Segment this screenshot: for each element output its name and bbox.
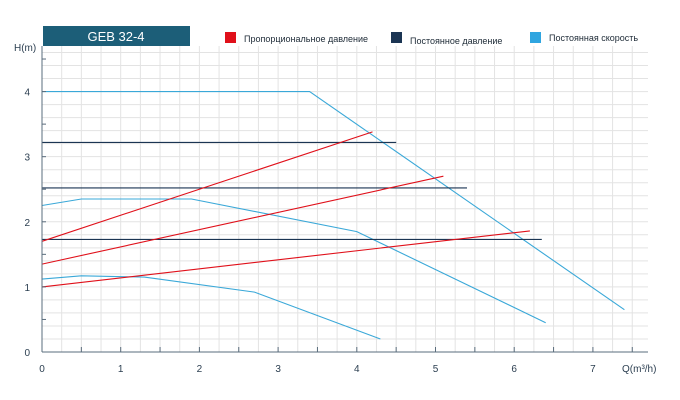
series-line-speed-2: [41, 275, 381, 340]
legend-swatch-constant-speed: [530, 32, 541, 43]
tick-labels: 0 1 2 3 4 5 6 7 0 1 2 3 4: [24, 88, 596, 375]
y-tick-label: 4: [24, 88, 30, 99]
y-tick-label: 1: [24, 283, 30, 294]
x-tick-label: 2: [197, 364, 203, 375]
series-line-speed-0: [42, 91, 625, 311]
x-tick-label: 7: [590, 364, 596, 375]
legend-label-constant-pressure: Постоянное давление: [410, 36, 502, 46]
chart-title: GEB 32-4: [87, 29, 144, 44]
grid: [41, 46, 648, 353]
legend-swatch-constant-pressure: [391, 32, 402, 43]
legend: Пропорциональное давление Постоянное дав…: [225, 32, 638, 46]
legend-swatch-proportional: [225, 32, 236, 43]
y-tick-label: 3: [24, 153, 30, 164]
chart-title-box: GEB 32-4: [43, 26, 190, 46]
x-tick-label: 6: [511, 364, 517, 375]
series-line-speed-1: [41, 198, 546, 324]
series-line-proportional-6: [41, 131, 373, 242]
axes: [41, 46, 648, 353]
series-line-proportional-7: [41, 175, 444, 265]
series-line-proportional-8: [41, 230, 530, 288]
series-lines: [41, 91, 625, 340]
x-tick-label: 1: [118, 364, 124, 375]
x-tick-label: 5: [433, 364, 439, 375]
x-tick-label: 3: [275, 364, 281, 375]
legend-label-constant-speed: Постоянная скорость: [549, 33, 638, 43]
x-tick-label: 4: [354, 364, 360, 375]
legend-label-proportional: Пропорциональное давление: [244, 34, 368, 44]
y-tick-label: 2: [24, 218, 30, 229]
title-background: [43, 26, 190, 46]
y-axis-title: H(m): [14, 43, 36, 54]
y-tick-label: 0: [24, 348, 30, 359]
x-axis-title: Q(m³/h): [622, 364, 656, 375]
x-tick-label: 0: [39, 364, 45, 375]
